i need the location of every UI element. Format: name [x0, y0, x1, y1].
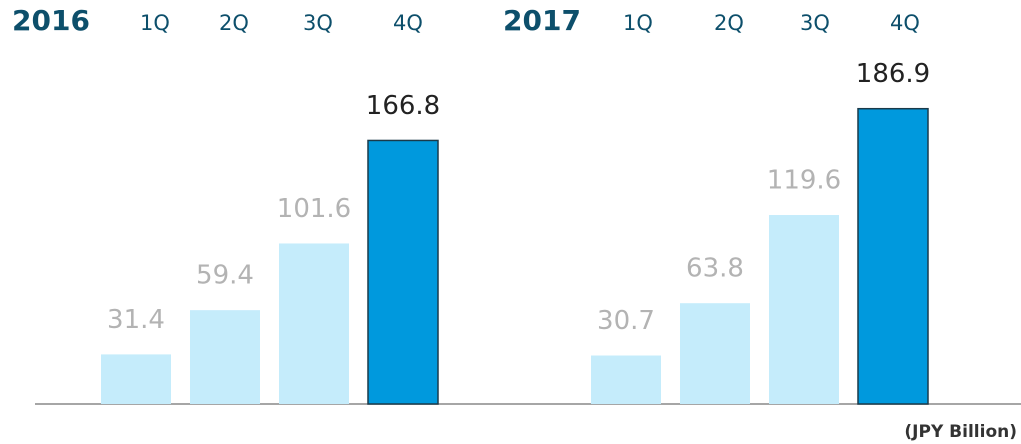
value-label: 166.8 — [366, 91, 440, 121]
bar — [857, 107, 929, 405]
category-label: 4Q — [393, 11, 423, 35]
category-label: 1Q — [140, 11, 170, 35]
value-label: 101.6 — [277, 194, 351, 224]
category-label: 2Q — [219, 11, 249, 35]
bar — [769, 215, 839, 404]
category-label: 1Q — [623, 11, 653, 35]
value-label: 30.7 — [597, 306, 655, 336]
bar — [591, 355, 661, 404]
year-title: 2016 — [12, 4, 90, 37]
category-label: 3Q — [800, 11, 830, 35]
year-title: 2017 — [503, 4, 581, 37]
category-label: 2Q — [714, 11, 744, 35]
value-label: 59.4 — [196, 261, 254, 291]
bar — [101, 354, 171, 404]
bar — [279, 243, 349, 404]
value-label: 31.4 — [107, 305, 165, 335]
unit-label: (JPY Billion) — [904, 422, 1017, 442]
value-label: 186.9 — [856, 59, 930, 89]
bar — [190, 310, 260, 404]
category-label: 4Q — [890, 11, 920, 35]
category-label: 3Q — [303, 11, 333, 35]
bar — [367, 139, 439, 405]
value-label: 63.8 — [686, 254, 744, 284]
bar — [680, 303, 750, 404]
value-label: 119.6 — [767, 166, 841, 196]
